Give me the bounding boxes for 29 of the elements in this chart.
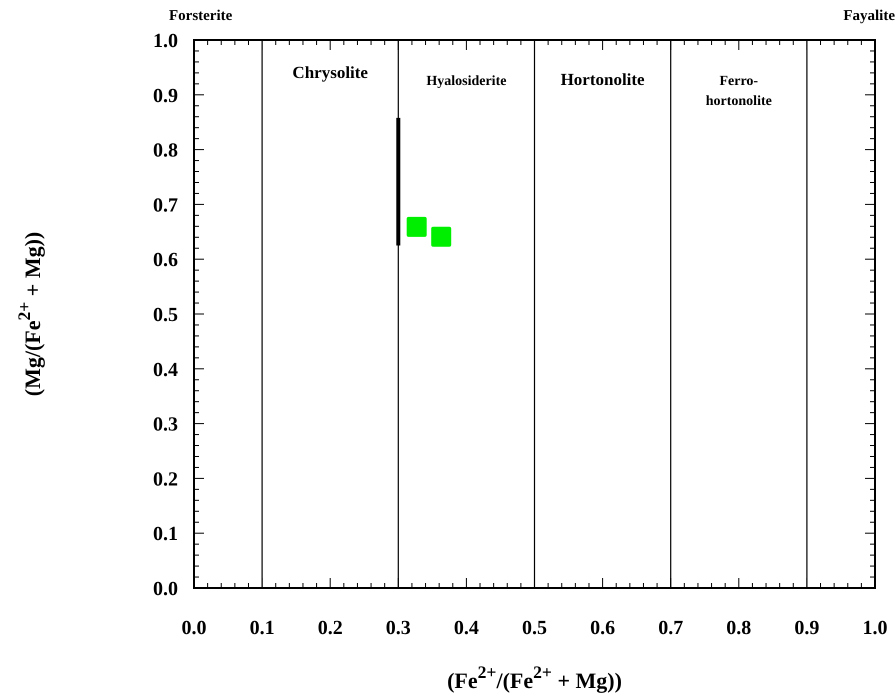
x-tick-label: 0.7 (658, 617, 684, 639)
annotation: Hyalosiderite (426, 74, 506, 89)
annotation: Chrysolite (292, 63, 368, 82)
y-tick-label: 1.0 (153, 30, 178, 52)
x-tick-label: 0.4 (454, 617, 479, 639)
annotation: Hortonolite (560, 70, 646, 89)
y-tick-label: 0.8 (153, 140, 178, 162)
y-tick-label: 0.2 (153, 468, 178, 490)
y-tick-label: 0.7 (153, 194, 178, 216)
y-tick-label: 0.9 (153, 84, 178, 107)
annotation: Ferro- hortonolite (706, 74, 772, 109)
y-tick-label: 0.0 (153, 578, 178, 600)
y-tick-label: 0.3 (153, 414, 178, 436)
x-tick-label: 0.2 (318, 617, 343, 639)
x-tick-label: 0.5 (522, 617, 547, 639)
text: Forsterite (169, 8, 233, 24)
x-tick-label: 0.6 (590, 617, 616, 639)
x-tick-label: 0.1 (250, 617, 275, 639)
y-tick-label: 0.5 (153, 304, 178, 326)
x-axis-title: (Fe$^{2+}$/(Fe$^{2+}$ + Mg)) (447, 662, 622, 693)
y-tick-label: 0.6 (153, 249, 178, 272)
y-tick-label: 0.4 (153, 358, 178, 381)
x-tick-label: 0.3 (386, 617, 411, 639)
text: Fayalite (843, 8, 896, 24)
x-tick-label: 0.9 (794, 617, 820, 639)
x-tick-label: 1.0 (862, 617, 888, 639)
x-tick-label: 0.8 (726, 617, 752, 639)
y-tick-label: 0.1 (153, 523, 178, 546)
x-tick-label: 0.0 (182, 617, 206, 639)
